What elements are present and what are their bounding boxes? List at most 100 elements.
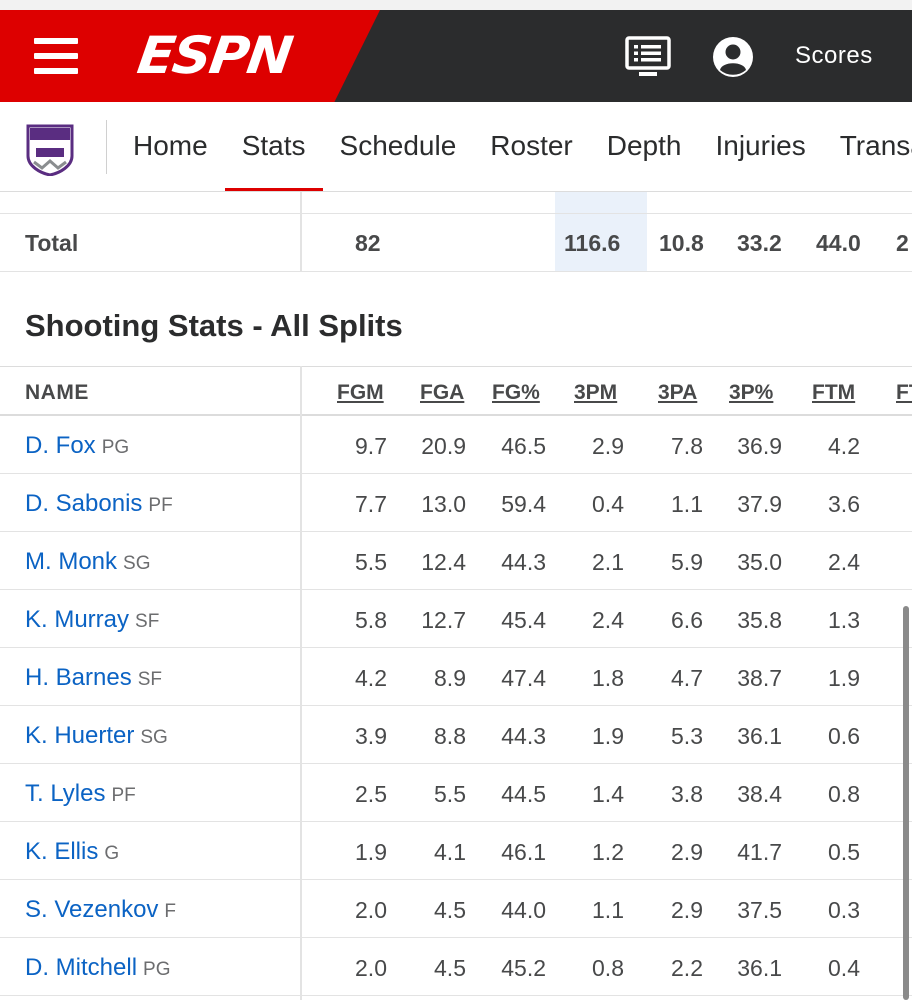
player-position: SG [123, 553, 151, 574]
stat-cell: 47.4 [501, 665, 546, 691]
nav-roster[interactable]: Roster [490, 130, 573, 161]
stat-cell: 5.5 [434, 781, 466, 807]
stat-cell: 36.1 [737, 955, 782, 981]
watch-tv-icon[interactable] [625, 36, 671, 78]
stat-cell: 59.4 [501, 491, 546, 517]
col-header-fta[interactable]: FTA [896, 381, 912, 404]
stat-cell: 44.3 [501, 549, 546, 575]
stat-cell: 0.6 [828, 723, 860, 749]
player-name-link[interactable]: D. Sabonis PF [25, 490, 173, 517]
player-name-link[interactable]: K. Murray SF [25, 606, 160, 633]
stat-cell: 13.0 [421, 491, 466, 517]
player-name-link[interactable]: T. Lyles PF [25, 780, 136, 807]
nav-stats[interactable]: Stats [224, 130, 323, 191]
highlight-column [555, 192, 647, 213]
scores-button[interactable]: Scores [795, 42, 873, 69]
stat-cell: 1.2 [592, 839, 624, 865]
player-name-link[interactable]: K. Huerter SG [25, 722, 168, 749]
nav-items: Home Stats Schedule Roster Depth Injurie… [133, 130, 912, 191]
player-name-link[interactable]: D. Fox PG [25, 432, 130, 459]
kings-team-logo[interactable] [24, 122, 76, 176]
stat-cell: 2.0 [355, 897, 387, 923]
nav-injuries[interactable]: Injuries [715, 130, 806, 161]
stat-cell: 46.5 [501, 433, 546, 459]
stat-cell: 37.9 [737, 491, 782, 517]
stat-cell: 5.3 [671, 723, 703, 749]
nav-transactions[interactable]: Transactions [839, 130, 912, 161]
player-name-link[interactable]: M. Monk SG [25, 548, 151, 575]
player-position: PG [101, 437, 130, 458]
stat-cell: 5.5 [355, 549, 387, 575]
player-position: SF [135, 611, 160, 632]
shooting-stats-table: NAME FGM FGA FG% 3PM 3PA 3P% FTM FTA D. … [0, 366, 912, 1000]
summary-total-row: Total 82 116.6 10.8 33.2 44.0 2 [0, 214, 912, 272]
stat-cell: 44.5 [501, 781, 546, 807]
stat-cell: 0.5 [828, 839, 860, 865]
total-reb: 44.0 [816, 230, 861, 256]
stat-cell: 12.4 [421, 549, 466, 575]
table-scrollbar[interactable] [903, 606, 909, 1000]
stat-cell: 0.3 [828, 897, 860, 923]
stat-cell: 1.9 [355, 839, 387, 865]
stat-cell: 0.8 [592, 955, 624, 981]
stat-cell: 3.6 [828, 491, 860, 517]
player-name-link[interactable]: D. Mitchell PG [25, 954, 171, 981]
stat-cell: 8.8 [434, 723, 466, 749]
stat-cell: 2.1 [592, 549, 624, 575]
col-header-fgpct[interactable]: FG% [492, 381, 540, 404]
stat-cell: 1.4 [592, 781, 624, 807]
menu-icon[interactable] [34, 38, 78, 74]
stat-cell: 3.8 [671, 781, 703, 807]
stat-cell: 2.0 [355, 955, 387, 981]
stat-cell: 4.5 [434, 955, 466, 981]
stat-cell: 45.2 [501, 955, 546, 981]
nav-schedule[interactable]: Schedule [339, 130, 457, 161]
player-position: PF [148, 495, 173, 516]
stat-cell: 1.9 [592, 723, 624, 749]
user-account-icon[interactable] [712, 36, 754, 78]
col-header-fga[interactable]: FGA [420, 381, 465, 404]
stat-cell: 4.7 [671, 665, 703, 691]
col-header-3pa[interactable]: 3PA [658, 381, 698, 404]
column-divider [300, 192, 302, 213]
col-header-3pm[interactable]: 3PM [574, 381, 618, 404]
stat-cell: 41.7 [737, 839, 782, 865]
stat-cell: 2.4 [828, 549, 860, 575]
stat-cell: 38.4 [737, 781, 782, 807]
col-header-ftm[interactable]: FTM [812, 381, 856, 404]
stat-cell: 2.5 [355, 781, 387, 807]
nav-depth[interactable]: Depth [606, 130, 682, 161]
player-name-link[interactable]: S. Vezenkov F [25, 896, 177, 923]
stat-cell: 8.9 [434, 665, 466, 691]
nav-home[interactable]: Home [133, 130, 208, 161]
stat-cell: 5.9 [671, 549, 703, 575]
stat-cell: 6.6 [671, 607, 703, 633]
stat-cell: 1.8 [592, 665, 624, 691]
stat-cell: 4.1 [434, 839, 466, 865]
player-position: F [164, 901, 177, 922]
nav-divider [106, 120, 107, 174]
stat-cell: 44.3 [501, 723, 546, 749]
player-name-link[interactable]: K. Ellis G [25, 838, 120, 865]
stat-cell: 46.1 [501, 839, 546, 865]
player-position: G [104, 843, 120, 864]
stat-cell: 2.2 [671, 955, 703, 981]
stat-cell: 0.4 [592, 491, 624, 517]
stat-cell: 3.9 [355, 723, 387, 749]
table-header: NAME FGM FGA FG% 3PM 3PA 3P% FTM FTA [0, 366, 912, 416]
stat-cell: 7.8 [671, 433, 703, 459]
col-header-fgm[interactable]: FGM [337, 381, 384, 404]
col-header-3ppct[interactable]: 3P% [729, 381, 774, 404]
player-name-link[interactable]: H. Barnes SF [25, 664, 162, 691]
stat-cell: 4.2 [828, 433, 860, 459]
total-or: 10.8 [659, 230, 704, 256]
scrolled-offscreen-row [0, 192, 912, 214]
stat-cell: 1.1 [671, 491, 703, 517]
espn-logo[interactable]: ESPN [133, 25, 295, 86]
